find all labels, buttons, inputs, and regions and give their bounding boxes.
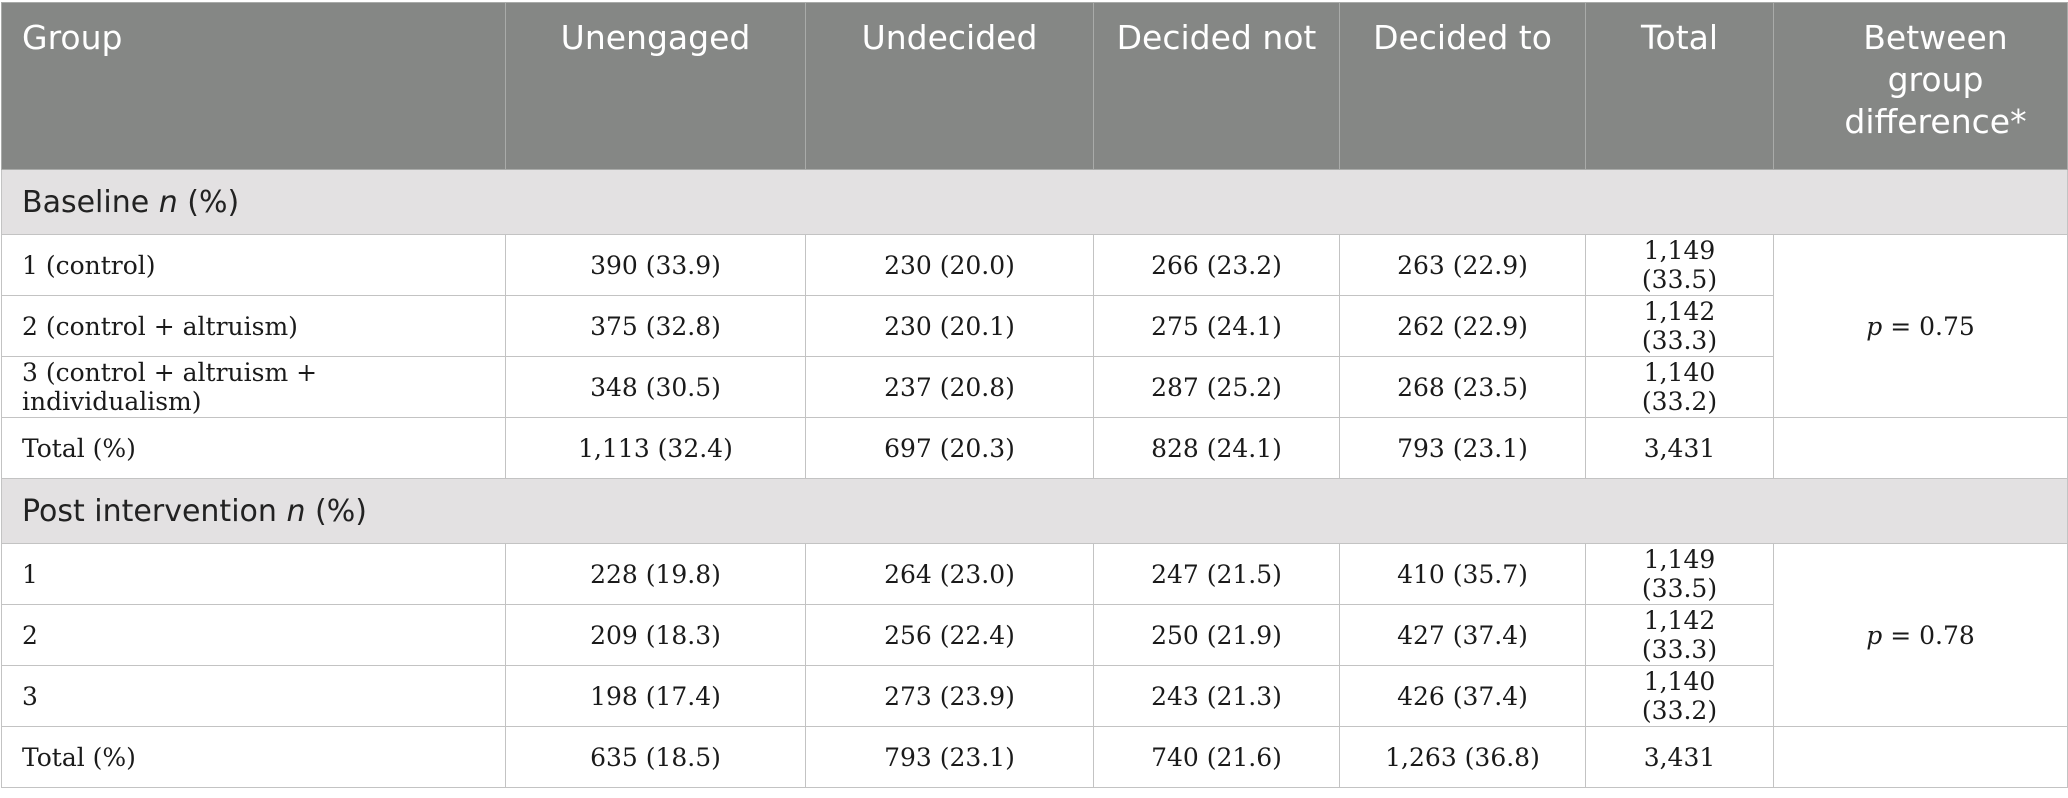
cell-decided-not: 287 (25.2) — [1093, 356, 1340, 418]
table-row: 3 198 (17.4) 273 (23.9) 243 (21.3) 426 (… — [1, 665, 2068, 727]
row-label: 1 (control) — [1, 234, 506, 296]
row-label: 3 — [1, 665, 506, 727]
cell-total: 1,149 (33.5) — [1585, 543, 1774, 605]
section-title-post-intervention: Post intervention n (%) — [1, 478, 2068, 544]
cell-undecided: 230 (20.1) — [805, 295, 1094, 357]
header-decided-to: Decided to — [1339, 2, 1586, 170]
section-title-n: n — [286, 493, 306, 529]
total-row: Total (%) 1,113 (32.4) 697 (20.3) 828 (2… — [1, 417, 2068, 479]
cell-unengaged: 375 (32.8) — [505, 295, 806, 357]
cell-decided-not: 740 (21.6) — [1093, 726, 1340, 788]
cell-undecided: 697 (20.3) — [805, 417, 1094, 479]
section-title-suffix: (%) — [177, 184, 240, 220]
section-title-n: n — [158, 184, 178, 220]
cell-unengaged: 198 (17.4) — [505, 665, 806, 727]
cell-decided-not: 247 (21.5) — [1093, 543, 1340, 605]
cell-decided-to: 1,263 (36.8) — [1339, 726, 1586, 788]
p-value: = 0.75 — [1882, 311, 1975, 341]
table-row: 1 (control) 390 (33.9) 230 (20.0) 266 (2… — [1, 234, 2068, 418]
cell-total: 3,431 — [1585, 417, 1774, 479]
row-label: Total (%) — [1, 726, 506, 788]
total-row: Total (%) 635 (18.5) 793 (23.1) 740 (21.… — [1, 726, 2068, 788]
cell-unengaged: 635 (18.5) — [505, 726, 806, 788]
cell-decided-not: 266 (23.2) — [1093, 234, 1340, 296]
header-total: Total — [1585, 2, 1774, 170]
cell-total: 1,142 (33.3) — [1585, 604, 1774, 666]
section-title-text: Post intervention — [22, 493, 287, 529]
cell-empty — [1773, 417, 2068, 479]
row-label: 1 — [1, 543, 506, 605]
cell-unengaged: 1,113 (32.4) — [505, 417, 806, 479]
cell-decided-to: 426 (37.4) — [1339, 665, 1586, 727]
cell-total: 1,142 (33.3) — [1585, 295, 1774, 357]
p-value: = 0.78 — [1882, 620, 1975, 650]
cell-decided-to: 268 (23.5) — [1339, 356, 1586, 418]
cell-undecided: 256 (22.4) — [805, 604, 1094, 666]
header-unengaged: Unengaged — [505, 2, 806, 170]
cell-decided-not: 275 (24.1) — [1093, 295, 1340, 357]
cell-undecided: 793 (23.1) — [805, 726, 1094, 788]
cell-total: 1,140 (33.2) — [1585, 665, 1774, 727]
cell-unengaged: 228 (19.8) — [505, 543, 806, 605]
cell-decided-to: 263 (22.9) — [1339, 234, 1586, 296]
header-decided-not: Decided not — [1093, 2, 1340, 170]
cell-decided-to: 427 (37.4) — [1339, 604, 1586, 666]
p-label: p — [1866, 620, 1883, 650]
cell-decided-to: 793 (23.1) — [1339, 417, 1586, 479]
table-row: 2 209 (18.3) 256 (22.4) 250 (21.9) 427 (… — [1, 604, 2068, 666]
section-title-suffix: (%) — [305, 493, 367, 529]
header-row: Group Unengaged Undecided Decided not De… — [1, 2, 2068, 170]
cell-total: 1,149 (33.5) — [1585, 234, 1774, 296]
cell-undecided: 273 (23.9) — [805, 665, 1094, 727]
cell-decided-not: 243 (21.3) — [1093, 665, 1340, 727]
section-row-post-intervention: Post intervention n (%) — [1, 478, 2068, 544]
header-undecided: Undecided — [805, 2, 1094, 170]
row-label: 3 (control + altruism + individualism) — [1, 356, 506, 418]
section-row-baseline: Baseline n (%) — [1, 169, 2068, 235]
cell-unengaged: 348 (30.5) — [505, 356, 806, 418]
cell-empty — [1773, 726, 2068, 788]
row-label: 2 — [1, 604, 506, 666]
section-title-baseline: Baseline n (%) — [1, 169, 2068, 235]
cell-unengaged: 209 (18.3) — [505, 604, 806, 666]
cell-undecided: 237 (20.8) — [805, 356, 1094, 418]
row-label: 2 (control + altruism) — [1, 295, 506, 357]
cell-decided-not: 828 (24.1) — [1093, 417, 1340, 479]
cell-total: 3,431 — [1585, 726, 1774, 788]
table-row: 1 228 (19.8) 264 (23.0) 247 (21.5) 410 (… — [1, 543, 2068, 727]
header-between-group-difference: Between group difference* — [1773, 2, 2068, 170]
cell-undecided: 230 (20.0) — [805, 234, 1094, 296]
p-value-cell: p = 0.78 — [1773, 543, 2068, 727]
cell-decided-not: 250 (21.9) — [1093, 604, 1340, 666]
header-group: Group — [1, 2, 506, 170]
p-label: p — [1866, 311, 1883, 341]
cell-decided-to: 262 (22.9) — [1339, 295, 1586, 357]
row-label: Total (%) — [1, 417, 506, 479]
p-value-cell: p = 0.75 — [1773, 234, 2068, 418]
cell-total: 1,140 (33.2) — [1585, 356, 1774, 418]
cell-decided-to: 410 (35.7) — [1339, 543, 1586, 605]
cell-unengaged: 390 (33.9) — [505, 234, 806, 296]
table-row: 3 (control + altruism + individualism) 3… — [1, 356, 2068, 418]
table-row: 2 (control + altruism) 375 (32.8) 230 (2… — [1, 295, 2068, 357]
cell-undecided: 264 (23.0) — [805, 543, 1094, 605]
section-title-text: Baseline — [22, 184, 159, 220]
